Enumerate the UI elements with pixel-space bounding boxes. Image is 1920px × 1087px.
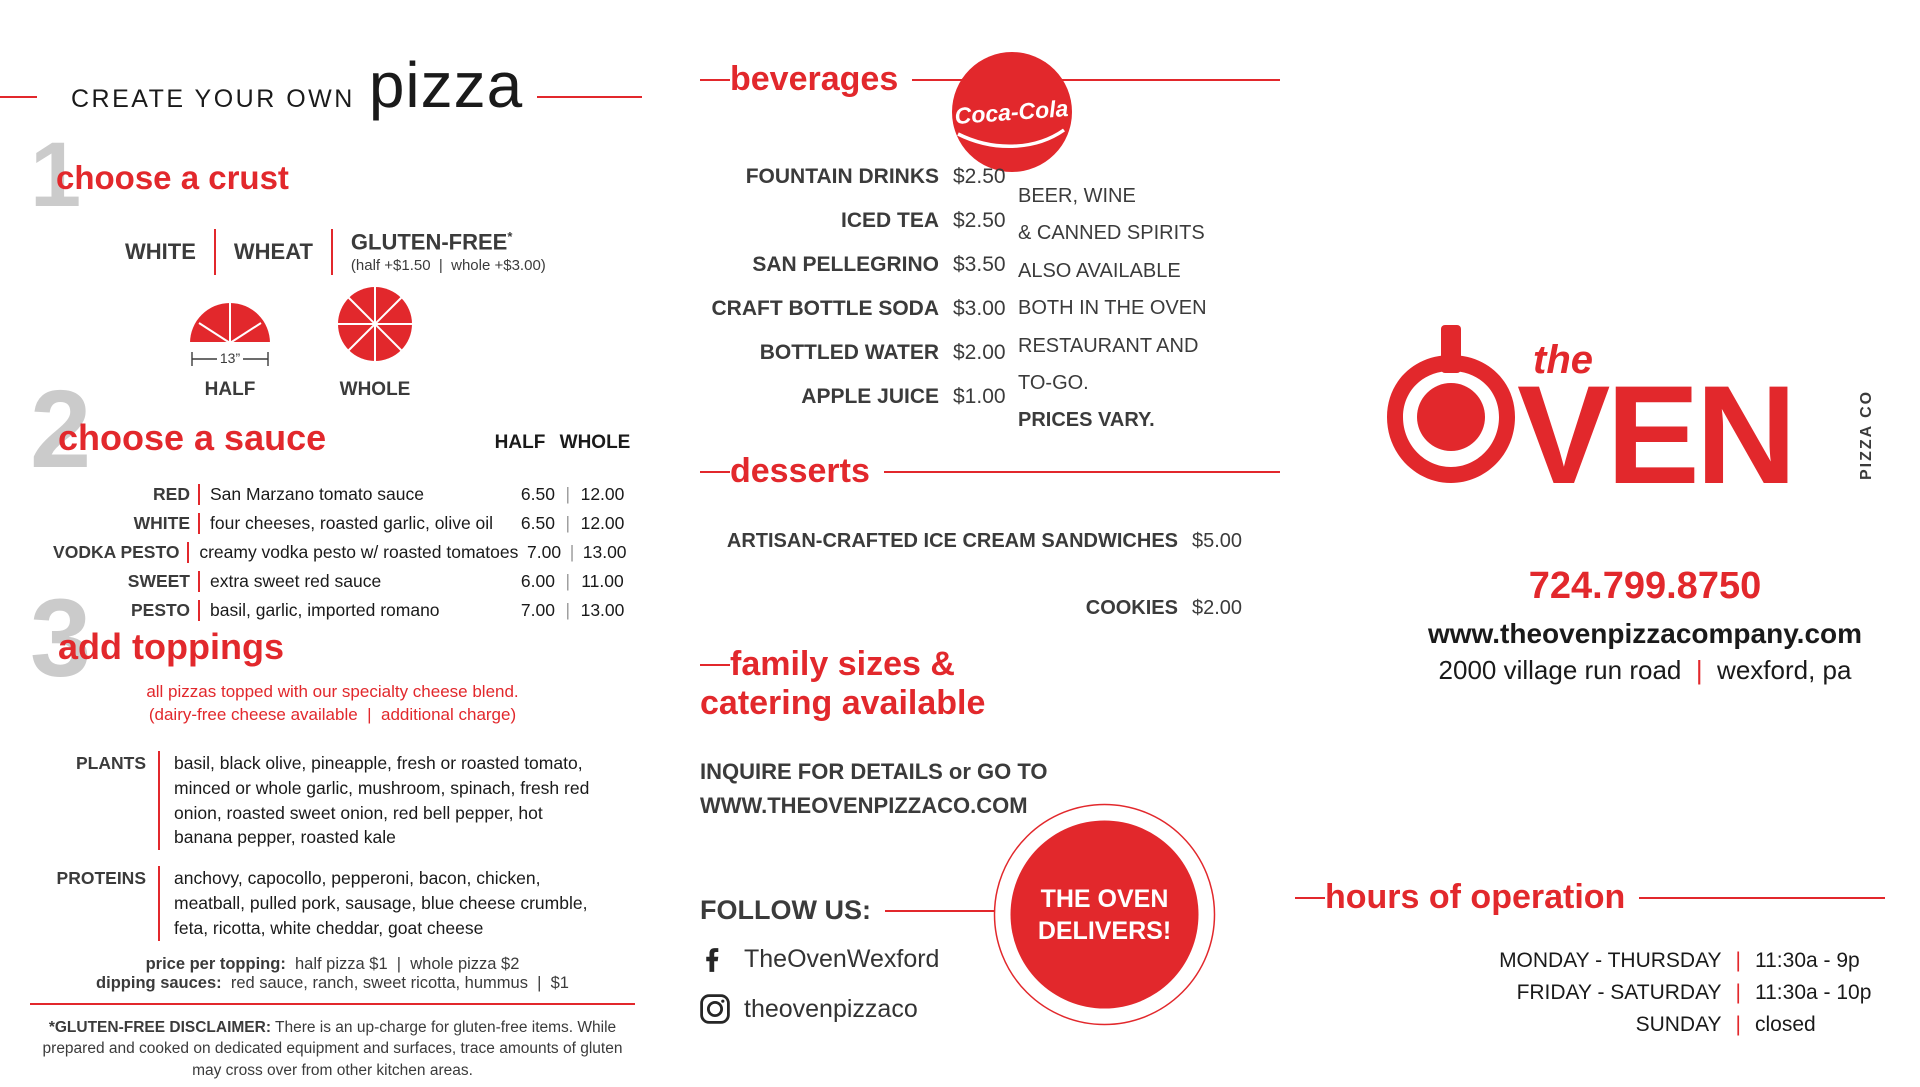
svg-text:13”: 13”	[220, 350, 241, 366]
svg-text:DELIVERS!: DELIVERS!	[1038, 917, 1171, 945]
svg-text:PIZZA CO: PIZZA CO	[1858, 390, 1875, 480]
svg-text:THE OVEN: THE OVEN	[1041, 885, 1169, 913]
svg-text:VEN: VEN	[1517, 356, 1793, 513]
